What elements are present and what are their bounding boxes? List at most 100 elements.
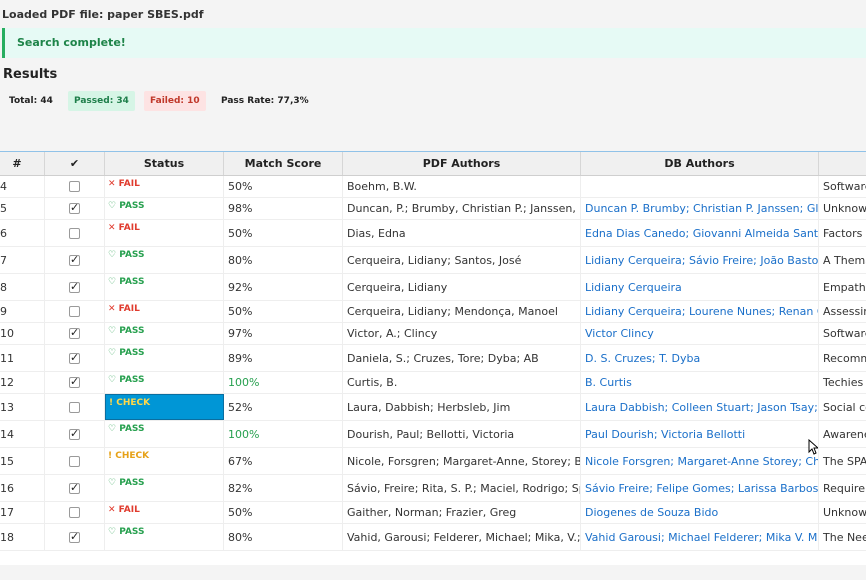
row-select-cell xyxy=(45,475,105,501)
status-badge[interactable]: ♡ PASS xyxy=(105,274,224,300)
title-cell: Unknow xyxy=(819,198,866,219)
table-row[interactable]: 17 ✕ FAIL 50% Gaither, Norman; Frazier, Gre… xyxy=(0,502,866,524)
pdf-authors-cell: Dourish, Paul; Bellotti, Victoria xyxy=(343,421,581,447)
row-number: 4 xyxy=(0,176,45,197)
status-badge[interactable]: ✕ FAIL xyxy=(105,502,224,523)
db-authors-link[interactable]: D. S. Cruzes; T. Dyba xyxy=(581,345,819,371)
title-cell: Empathy xyxy=(819,274,866,300)
status-badge[interactable]: ✕ FAIL xyxy=(105,220,224,246)
row-select-cell xyxy=(45,198,105,219)
db-authors-link[interactable]: Lidiany Cerqueira; Lourene Nunes; Renan … xyxy=(581,301,819,322)
db-authors-link[interactable]: Victor Clincy xyxy=(581,323,819,344)
row-checkbox[interactable] xyxy=(69,253,80,266)
db-authors-link[interactable]: Lidiany Cerqueira; Sávio Freire; João Ba… xyxy=(581,247,819,273)
pdf-authors-cell: Cerqueira, Lidiany; Santos, José xyxy=(343,247,581,273)
status-badge[interactable]: ♡ PASS xyxy=(105,345,224,371)
row-select-cell xyxy=(45,524,105,550)
row-number: 13 xyxy=(0,394,45,420)
table-row[interactable]: 15 ! CHECK 67% Nicole, Forsgren; Margaret-A… xyxy=(0,448,866,475)
row-checkbox[interactable] xyxy=(69,351,80,364)
row-checkbox[interactable] xyxy=(69,201,80,214)
status-badge[interactable]: ✕ FAIL xyxy=(105,176,224,197)
status-badge[interactable]: ♡ PASS xyxy=(105,421,224,447)
column-header-number[interactable]: # xyxy=(0,152,45,175)
column-header-db-authors[interactable]: DB Authors xyxy=(581,152,819,175)
pdf-authors-cell: Cerqueira, Lidiany; Mendonça, Manoel xyxy=(343,301,581,322)
row-checkbox[interactable] xyxy=(69,280,80,293)
db-authors-link[interactable]: Sávio Freire; Felipe Gomes; Larissa Barb… xyxy=(581,475,819,501)
results-title: Results xyxy=(3,67,58,82)
title-cell: Social co xyxy=(819,394,866,420)
row-number: 18 xyxy=(0,524,45,550)
db-authors-link[interactable] xyxy=(581,176,819,197)
title-cell: Awarene xyxy=(819,421,866,447)
table-row[interactable]: 6 ✕ FAIL 50% Dias, Edna Edna Dias Canedo; Gi… xyxy=(0,220,866,247)
pdf-authors-cell: Gaither, Norman; Frazier, Greg xyxy=(343,502,581,523)
column-header-match-score[interactable]: Match Score xyxy=(224,152,343,175)
row-checkbox[interactable] xyxy=(69,455,80,467)
match-score: 100% xyxy=(224,372,343,393)
db-authors-link[interactable]: Lidiany Cerqueira xyxy=(581,274,819,300)
results-table: # ✔ Status Match Score PDF Authors DB Au… xyxy=(0,151,866,565)
db-authors-link[interactable]: B. Curtis xyxy=(581,372,819,393)
loaded-file-label: Loaded PDF file: paper SBES.pdf xyxy=(2,8,204,21)
row-number: 9 xyxy=(0,301,45,322)
match-score: 52% xyxy=(224,394,343,420)
row-select-cell xyxy=(45,323,105,344)
column-header-title[interactable] xyxy=(819,152,866,175)
match-score: 80% xyxy=(224,524,343,550)
column-header-select[interactable]: ✔ xyxy=(45,152,105,175)
status-badge[interactable]: ♡ PASS xyxy=(105,475,224,501)
db-authors-link[interactable]: Diogenes de Souza Bido xyxy=(581,502,819,523)
row-checkbox[interactable] xyxy=(69,507,80,518)
status-badge[interactable]: ♡ PASS xyxy=(105,323,224,344)
db-authors-link[interactable]: Vahid Garousi; Michael Felderer; Mika V.… xyxy=(581,524,819,550)
status-badge[interactable]: ♡ PASS xyxy=(105,198,224,219)
status-badge[interactable]: ♡ PASS xyxy=(105,524,224,550)
table-row[interactable]: 9 ✕ FAIL 50% Cerqueira, Lidiany; Mendonça, … xyxy=(0,301,866,323)
row-checkbox[interactable] xyxy=(69,181,80,192)
title-cell: Software xyxy=(819,176,866,197)
table-row[interactable]: 13 ! CHECK 52% Laura, Dabbish; Herbsleb, Ji… xyxy=(0,394,866,421)
row-checkbox[interactable] xyxy=(69,530,80,543)
column-header-status[interactable]: Status xyxy=(105,152,224,175)
row-checkbox[interactable] xyxy=(69,401,80,413)
row-checkbox[interactable] xyxy=(69,481,80,494)
row-select-cell xyxy=(45,301,105,322)
column-header-pdf-authors[interactable]: PDF Authors xyxy=(343,152,581,175)
row-checkbox[interactable] xyxy=(69,326,80,339)
db-authors-link[interactable]: Edna Dias Canedo; Giovanni Almeida Santo… xyxy=(581,220,819,246)
db-authors-link[interactable]: Laura Dabbish; Colleen Stuart; Jason Tsa… xyxy=(581,394,819,420)
status-badge[interactable]: ! CHECK xyxy=(105,394,224,420)
match-score: 82% xyxy=(224,475,343,501)
status-badge[interactable]: ♡ PASS xyxy=(105,247,224,273)
db-authors-link[interactable]: Paul Dourish; Victoria Bellotti xyxy=(581,421,819,447)
status-badge[interactable]: ✕ FAIL xyxy=(105,301,224,322)
status-badge[interactable]: ! CHECK xyxy=(105,448,224,474)
row-number: 7 xyxy=(0,247,45,273)
row-select-cell xyxy=(45,220,105,246)
table-header: # ✔ Status Match Score PDF Authors DB Au… xyxy=(0,152,866,176)
row-select-cell xyxy=(45,176,105,197)
row-number: 6 xyxy=(0,220,45,246)
row-checkbox[interactable] xyxy=(69,375,80,388)
match-score: 80% xyxy=(224,247,343,273)
title-cell: Requiren xyxy=(819,475,866,501)
db-authors-link[interactable]: Nicole Forsgren; Margaret-Anne Storey; C… xyxy=(581,448,819,474)
status-badge[interactable]: ♡ PASS xyxy=(105,372,224,393)
db-authors-link[interactable]: Duncan P. Brumby; Christian P. Janssen; … xyxy=(581,198,819,219)
row-checkbox[interactable] xyxy=(69,306,80,317)
row-checkbox[interactable] xyxy=(69,227,80,239)
row-checkbox[interactable] xyxy=(69,427,80,440)
